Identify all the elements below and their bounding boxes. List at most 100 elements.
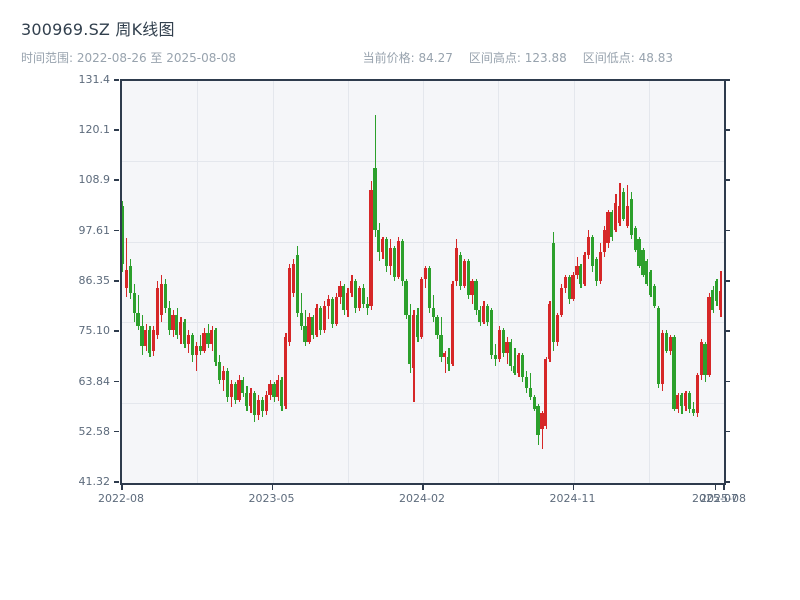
chart-subheader: 时间范围: 2022-08-26 至 2025-08-08 当前价格: 84.2… xyxy=(0,49,800,65)
candle-body-up xyxy=(497,330,501,360)
y-tick-mark-right xyxy=(725,280,730,282)
candle-body-down xyxy=(214,330,218,362)
candle-body-up xyxy=(454,247,459,282)
plot-frame xyxy=(120,79,726,485)
candle-body-down xyxy=(711,290,715,311)
candle-body-up xyxy=(171,314,175,331)
candle-body-up xyxy=(264,395,268,411)
range-high-value: 123.88 xyxy=(524,51,567,65)
candle-body-down xyxy=(691,408,696,413)
y-tick-mark-left xyxy=(114,280,119,282)
candle-body-down xyxy=(664,332,668,351)
candle-body-down xyxy=(299,312,303,326)
candle-body-down xyxy=(295,254,299,313)
candle-body-down xyxy=(536,406,540,436)
candle-body-up xyxy=(707,296,711,376)
candle-body-down xyxy=(590,236,595,266)
candle-body-up xyxy=(396,241,400,277)
candle-body-up xyxy=(563,276,567,289)
candle-body-down xyxy=(532,397,536,409)
candle-body-down xyxy=(245,392,249,407)
candle-body-up xyxy=(571,274,575,300)
candle-body-down xyxy=(385,238,389,266)
candle-body-up xyxy=(388,247,393,266)
candle-body-up xyxy=(668,337,672,351)
candle-wick-up xyxy=(328,294,330,320)
x-tick-mark xyxy=(723,485,725,490)
range-low-label: 区间低点: xyxy=(582,51,635,65)
candle-body-up xyxy=(598,252,602,282)
y-tick-mark-left xyxy=(114,229,119,232)
candle-body-down xyxy=(311,317,315,335)
candle-body-down xyxy=(447,357,451,364)
candle-body-down xyxy=(400,241,404,282)
candle-body-up xyxy=(144,330,148,347)
candle-body-up xyxy=(699,341,703,376)
candle-body-up xyxy=(326,299,330,306)
candle-body-up xyxy=(606,212,610,244)
candle-body-up xyxy=(517,355,521,373)
x-tick-label: 2022-08 xyxy=(98,492,144,505)
gridline-horizontal xyxy=(122,402,724,404)
candle-body-down xyxy=(167,308,171,331)
x-tick-label: 2025-08 xyxy=(700,492,746,505)
x-tick-label: 2024-11 xyxy=(549,492,596,505)
y-tick-mark-right xyxy=(725,481,730,483)
candle-body-down xyxy=(140,326,144,347)
candle-body-down xyxy=(485,305,490,322)
y-tick-mark-left xyxy=(114,430,119,433)
y-tick-label: 108.9 xyxy=(78,173,111,187)
candle-body-down xyxy=(478,310,482,322)
gridline-vertical xyxy=(197,81,199,483)
candle-body-up xyxy=(695,375,699,413)
x-tick-label: 2025-07 xyxy=(692,492,738,505)
candle-body-up xyxy=(249,392,253,407)
candle-body-up xyxy=(443,352,447,358)
candle-body-up xyxy=(194,346,198,355)
candle-body-down xyxy=(458,254,462,286)
candle-body-up xyxy=(237,379,241,400)
y-tick-label: 120.1 xyxy=(78,123,111,137)
x-tick-mark xyxy=(572,485,574,490)
range-high-stat: 区间高点: 123.88 xyxy=(469,51,567,65)
candle-body-down xyxy=(427,267,431,309)
y-axis-labels: 131.4 120.1 108.9 97.61 86.35 75.10 63.84 52.58… xyxy=(10,73,111,488)
candle-body-up xyxy=(369,189,373,306)
x-tick-mark xyxy=(271,485,273,490)
candle-wick-up xyxy=(444,350,446,373)
candle-body-down xyxy=(715,281,719,302)
candle-body-down xyxy=(183,321,187,344)
candle-body-down xyxy=(435,317,439,335)
candle-body-up xyxy=(334,296,338,324)
y-tick-label: 63.84 xyxy=(78,374,111,388)
candle-wick-down xyxy=(137,294,139,331)
candle-wick-up xyxy=(619,182,621,226)
candle-wick-down xyxy=(514,348,516,376)
y-tick-mark-right xyxy=(725,229,730,232)
candle-body-down xyxy=(416,314,420,338)
candle-body-down xyxy=(621,192,626,219)
candle-wick-up xyxy=(126,238,128,297)
candle-body-up xyxy=(470,281,474,295)
candle-body-down xyxy=(474,281,478,311)
y-tick-mark-left xyxy=(114,79,119,81)
candle-body-down xyxy=(641,250,645,275)
candle-body-down xyxy=(567,276,571,300)
plot-area xyxy=(122,81,724,483)
candle-body-down xyxy=(233,384,237,400)
range-low-value: 48.83 xyxy=(638,51,673,65)
candle-body-down xyxy=(163,283,167,309)
x-tick-label: 2024-02 xyxy=(399,492,445,505)
candle-body-down xyxy=(703,343,707,376)
candle-body-up xyxy=(505,341,509,353)
candle-body-up xyxy=(451,283,455,364)
candle-body-up xyxy=(381,238,385,253)
current-price-stat: 当前价格: 84.27 xyxy=(363,51,453,65)
candle-body-up xyxy=(412,314,416,369)
candle-body-up xyxy=(287,267,292,342)
candle-body-up xyxy=(202,332,206,351)
candle-body-up xyxy=(548,303,552,360)
stats-line: 当前价格: 84.27 区间高点: 123.88 区间低点: 48.83 xyxy=(363,49,673,66)
current-price-value: 84.27 xyxy=(418,51,453,65)
